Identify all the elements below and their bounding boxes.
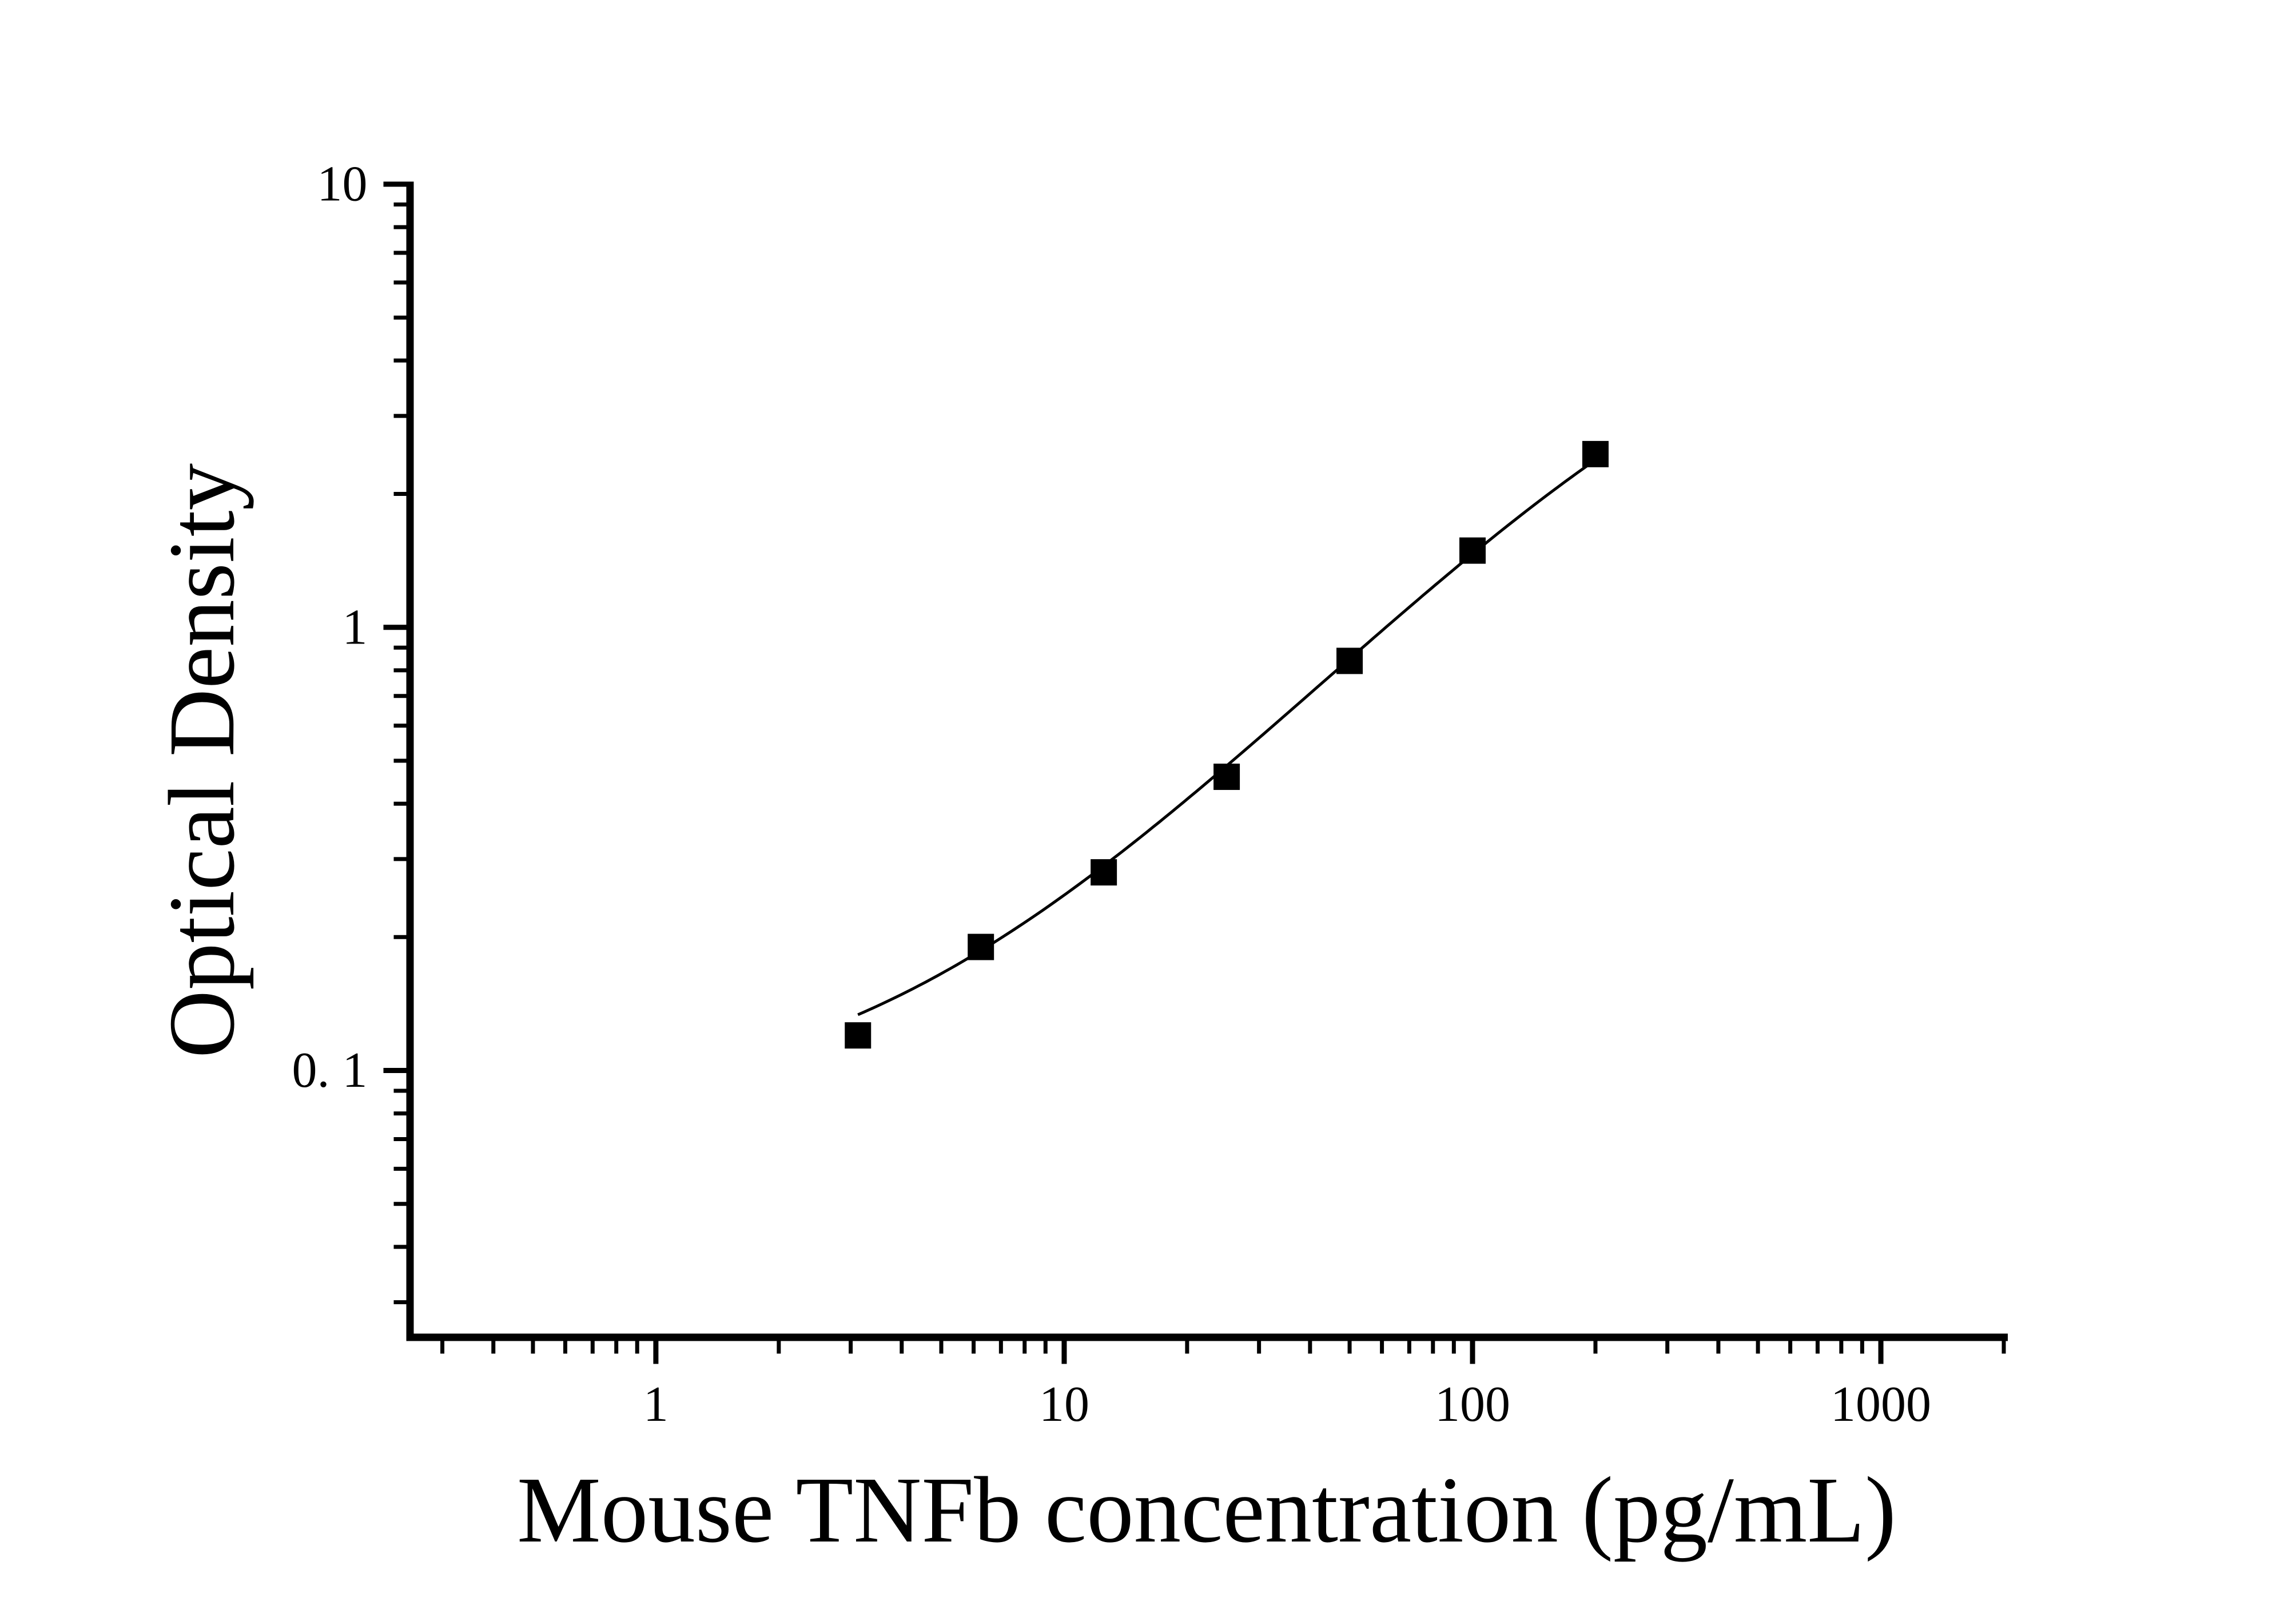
data-point-marker [1091,859,1117,886]
data-point-marker [968,933,994,960]
data-point-marker [1213,764,1240,790]
y-axis-title: Optical Density [149,463,254,1058]
x-tick-label: 100 [1435,1377,1510,1432]
data-point-marker [1459,537,1486,564]
data-point-marker [1336,647,1363,674]
y-tick-label: 10 [317,157,368,212]
x-tick-label: 10 [1039,1377,1089,1432]
x-tick-label: 1 [643,1377,668,1432]
x-tick-label: 1000 [1831,1377,1931,1432]
data-series [845,440,1609,1049]
y-axis: 10 1 0. 1 [292,157,414,1341]
data-point-marker [845,1022,872,1049]
y-tick-label: 1 [343,599,368,655]
x-axis-title: Mouse TNFb concentration (pg/mL) [517,1457,1896,1562]
x-axis: 1 10 100 1000 [406,1333,2008,1432]
data-point-marker [1582,440,1609,467]
y-tick-label: 0. 1 [292,1043,368,1098]
